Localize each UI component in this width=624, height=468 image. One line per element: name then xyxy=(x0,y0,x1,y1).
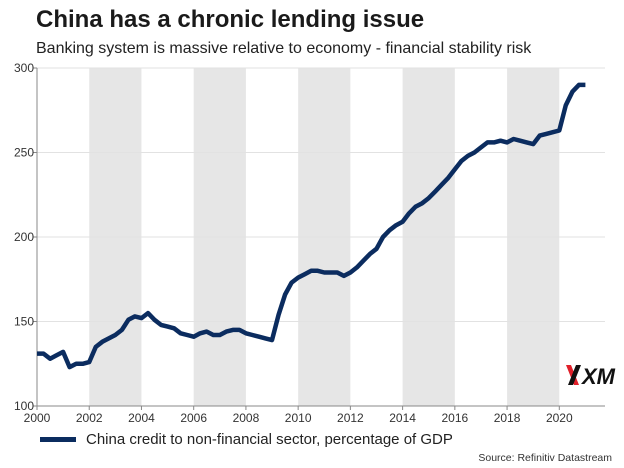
y-tick-label: 150 xyxy=(14,315,34,329)
chart-title: China has a chronic lending issue xyxy=(36,6,425,33)
y-tick-label: 250 xyxy=(14,146,34,160)
x-tick-label: 2006 xyxy=(180,411,207,425)
chart-subtitle: Banking system is massive relative to ec… xyxy=(36,40,532,57)
y-tick-label: 300 xyxy=(14,61,34,75)
x-tick-label: 2014 xyxy=(389,411,416,425)
legend-swatch xyxy=(40,437,76,442)
x-tick-label: 2002 xyxy=(76,411,103,425)
x-tick-label: 2008 xyxy=(233,411,260,425)
x-axis-ticks: 2000 2002 2004 2006 2008 2010 2012 2014 2016 2018… xyxy=(24,406,573,425)
legend: China credit to non-financial sector, pe… xyxy=(40,431,453,448)
y-axis-ticks: 100 150 200 250 300 xyxy=(14,61,37,413)
xm-logo-stroke-icon xyxy=(568,365,581,385)
series-group xyxy=(37,82,586,370)
x-tick-label: 2000 xyxy=(24,411,51,425)
x-tick-label: 2012 xyxy=(337,411,364,425)
x-tick-label: 2018 xyxy=(494,411,521,425)
x-tick-label: 2004 xyxy=(128,411,155,425)
gridlines xyxy=(37,67,605,322)
x-tick-label: 2020 xyxy=(546,411,573,425)
xm-logo: XM xyxy=(566,364,616,388)
y-tick-label: 100 xyxy=(14,399,34,413)
y-tick-label: 200 xyxy=(14,230,34,244)
x-tick-label: 2016 xyxy=(441,411,468,425)
series-line xyxy=(37,82,586,370)
x-tick-label: 2010 xyxy=(285,411,312,425)
xm-logo-text: XM xyxy=(580,364,616,388)
legend-label: China credit to non-financial sector, pe… xyxy=(86,431,453,448)
source-note: Source: Refinitiv Datastream xyxy=(478,452,612,464)
